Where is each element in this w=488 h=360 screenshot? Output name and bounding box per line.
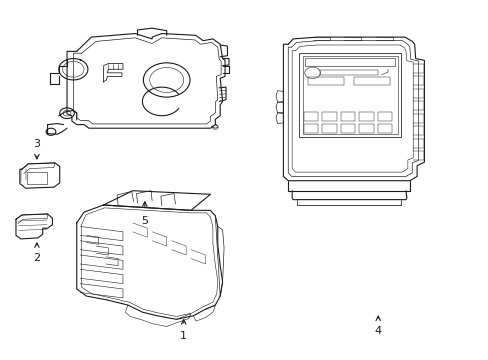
Text: 3: 3	[33, 139, 41, 149]
Bar	[353, 77, 389, 85]
Text: 1: 1	[180, 331, 187, 341]
Text: 4: 4	[374, 326, 381, 336]
Bar	[359, 112, 373, 121]
Bar	[322, 112, 336, 121]
Bar	[305, 58, 394, 66]
Text: 5: 5	[141, 216, 148, 226]
Bar	[319, 70, 377, 75]
Bar	[298, 53, 400, 137]
Bar	[302, 56, 397, 134]
Bar	[27, 172, 47, 184]
Bar	[340, 124, 355, 133]
Bar	[303, 112, 318, 121]
Bar	[303, 124, 318, 133]
Bar	[359, 124, 373, 133]
Bar	[377, 112, 391, 121]
Text: 2: 2	[33, 253, 41, 263]
Bar	[377, 124, 391, 133]
Bar	[340, 112, 355, 121]
Bar	[322, 124, 336, 133]
Bar	[307, 77, 344, 85]
